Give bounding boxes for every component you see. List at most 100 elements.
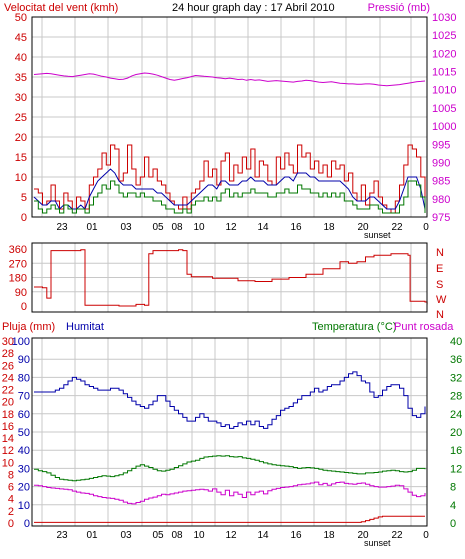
- rain-tick-label: 12: [2, 445, 14, 457]
- wind-tick-label: 10: [15, 172, 27, 184]
- temperature-axis-title: Temperatura (°C): [312, 321, 396, 333]
- rain-tick-label: 22: [2, 385, 14, 397]
- rain-tick-label: 26: [2, 360, 14, 372]
- pressure-tick-label: 1015: [432, 67, 456, 79]
- rain-tick-label: 2: [8, 506, 14, 518]
- humidity-tick-label: 60: [18, 409, 30, 421]
- hour-tick-label: 12: [225, 530, 237, 541]
- wind-speed-ticks: 05101520253035404550: [15, 12, 27, 224]
- hour-tick-label: 03: [120, 530, 132, 541]
- hour-tick-label: 0: [423, 222, 429, 233]
- rain-tick-label: 4: [8, 494, 14, 506]
- compass-tick-label: E: [436, 263, 443, 275]
- sunset-label-bottom: sunset: [364, 538, 391, 548]
- compass-tick-label: N: [436, 247, 444, 259]
- temperature-tick-label: 24: [450, 409, 462, 421]
- hour-tick-label: 22: [391, 530, 403, 541]
- rain-tick-label: 6: [8, 482, 14, 494]
- wind-tick-label: 25: [15, 112, 27, 124]
- rain-tick-label: 24: [2, 372, 14, 384]
- hour-tick-label: 23: [56, 222, 68, 233]
- temperature-tick-label: 32: [450, 372, 462, 384]
- wind-tick-label: 0: [21, 212, 27, 224]
- hour-tick-label: 14: [257, 222, 269, 233]
- hour-tick-label: 08: [171, 222, 183, 233]
- direction-degree-ticks: 0 90 180 270 360: [9, 244, 27, 313]
- pressure-tick-label: 980: [432, 194, 450, 206]
- temperature-tick-label: 20: [450, 427, 462, 439]
- hour-tick-label: 18: [323, 222, 335, 233]
- pressure-tick-label: 985: [432, 176, 450, 188]
- rain-axis-title: Pluja (mm): [2, 321, 55, 333]
- bottom-grid: [32, 338, 427, 526]
- wind-tick-label: 30: [15, 92, 27, 104]
- hour-tick-label: 10: [193, 530, 205, 541]
- rain-tick-label: 14: [2, 433, 14, 445]
- direction-grid: [32, 243, 427, 312]
- chart-title: 24 hour graph day : 17 Abril 2010: [172, 2, 335, 14]
- temperature-tick-label: 36: [450, 354, 462, 366]
- dew-point-axis-title: Punt rosada: [394, 321, 454, 333]
- temperature-tick-label: 16: [450, 445, 462, 457]
- wind-tick-label: 50: [15, 12, 27, 24]
- bottom-series: [34, 372, 425, 523]
- pressure-tick-label: 1000: [432, 121, 456, 133]
- hour-tick-label: 16: [290, 222, 302, 233]
- rain-tick-label: 28: [2, 348, 14, 360]
- wind-tick-label: 40: [15, 52, 27, 64]
- hour-tick-label: 14: [257, 530, 269, 541]
- hour-tick-label: 0: [423, 530, 429, 541]
- temperature-tick-label: 0: [450, 518, 456, 530]
- pressure-tick-label: 1030: [432, 12, 456, 24]
- rain-line: [34, 516, 425, 522]
- hour-tick-label: 05: [152, 222, 164, 233]
- sunset-label: sunset: [364, 230, 391, 240]
- rain-tick-label: 16: [2, 421, 14, 433]
- top-series: [34, 73, 425, 213]
- humidity-line: [34, 372, 425, 429]
- direction-tick-label: 0: [21, 301, 27, 313]
- wind-tick-label: 20: [15, 132, 27, 144]
- temperature-tick-label: 12: [450, 463, 462, 475]
- pressure-tick-label: 1020: [432, 48, 456, 60]
- pressure-tick-label: 995: [432, 139, 450, 151]
- rain-ticks: 024681012141618202224262830: [2, 336, 14, 530]
- pressure-tick-label: 1010: [432, 85, 456, 97]
- direction-tick-label: 360: [9, 244, 27, 256]
- hour-tick-label: 10: [193, 222, 205, 233]
- pressure-tick-label: 1025: [432, 30, 456, 42]
- dew-point-line: [34, 482, 425, 504]
- humidity-tick-label: 40: [18, 445, 30, 457]
- hour-tick-label: 22: [391, 222, 403, 233]
- humidity-axis-title: Humitat: [66, 321, 104, 333]
- humidity-tick-label: 30: [18, 463, 30, 475]
- direction-tick-label: 90: [15, 287, 27, 299]
- red-wind-line: [34, 145, 425, 213]
- compass-tick-label: S: [436, 279, 443, 291]
- wind-tick-label: 35: [15, 72, 27, 84]
- hour-tick-label: 23: [56, 530, 68, 541]
- rain-tick-label: 20: [2, 397, 14, 409]
- temperature-tick-label: 4: [450, 500, 456, 512]
- humidity-tick-label: 20: [18, 482, 30, 494]
- direction-tick-label: 180: [9, 273, 27, 285]
- top-grid: [32, 17, 427, 217]
- temperature-tick-label: 28: [450, 391, 462, 403]
- pressure-tick-label: 975: [432, 212, 450, 224]
- hour-tick-label: 18: [323, 530, 335, 541]
- humidity-tick-label: 80: [18, 372, 30, 384]
- compass-tick-label: N: [436, 309, 444, 321]
- hour-tick-label: 05: [152, 530, 164, 541]
- humidity-tick-label: 10: [18, 500, 30, 512]
- temperature-ticks: 0 4 8 12 16 20 24 28 32 36 40: [450, 336, 462, 530]
- wind-tick-label: 5: [21, 192, 27, 204]
- pressure-tick-label: 1005: [432, 103, 456, 115]
- rain-tick-label: 18: [2, 409, 14, 421]
- hour-tick-label: 16: [290, 530, 302, 541]
- humidity-tick-label: 0: [24, 518, 30, 530]
- hour-tick-label: 12: [225, 222, 237, 233]
- rain-tick-label: 8: [8, 469, 14, 481]
